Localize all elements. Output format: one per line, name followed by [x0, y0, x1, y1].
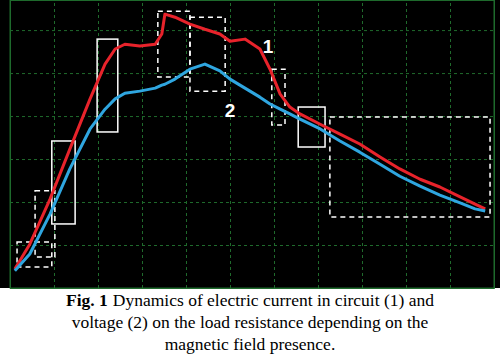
y-grid-line: [10, 202, 494, 203]
plot-background: [0, 0, 500, 288]
series-label: 2: [225, 100, 236, 121]
caption-text: magnetic field presence.: [165, 334, 336, 354]
region-box: [97, 39, 118, 132]
plot-frame: [10, 0, 494, 288]
caption-label: Fig. 1: [66, 290, 108, 310]
caption-line: voltage (2) on the load resistance depen…: [72, 312, 429, 332]
series-label: 1: [263, 36, 274, 57]
x-tick: [450, 0, 451, 288]
y-grid-line: [10, 73, 494, 74]
chart: 1 2 Fig. 1Dynamics of electric current in …: [0, 0, 500, 364]
x-grid-line: [230, 0, 231, 288]
x-grid-line: [318, 0, 319, 288]
x-grid-line: [406, 0, 407, 288]
y-grid-line: [10, 245, 494, 246]
region-box: [330, 117, 490, 217]
series-line: [15, 64, 485, 271]
y-axis-line: [11, 1, 495, 289]
x-tick: [318, 0, 319, 288]
y-grid-line: [10, 30, 494, 31]
y-tick: [10, 159, 494, 160]
x-tick: [230, 0, 231, 288]
x-grid-line: [142, 0, 143, 288]
x-tick: [142, 0, 143, 288]
caption-line: Fig. 1Dynamics of electric current in ci…: [66, 290, 434, 310]
x-tick: [98, 0, 99, 288]
y-tick: [10, 30, 494, 31]
series-line: [15, 14, 485, 269]
caption-text: Dynamics of electric current in circuit …: [113, 290, 434, 310]
y-grid-line: [10, 159, 494, 160]
x-tick: [406, 0, 407, 288]
x-axis-line: [11, 0, 495, 289]
y-tick: [10, 245, 494, 246]
region-box: [190, 17, 225, 91]
caption-text: voltage (2) on the load resistance depen…: [72, 312, 429, 332]
caption-line: magnetic field presence.: [165, 334, 336, 354]
plot-marks: [15, 11, 490, 271]
y-axis: [10, 1, 494, 289]
y-tick: [10, 73, 494, 74]
x-grid-line: [274, 0, 275, 288]
x-grid-line: [98, 0, 99, 288]
x-grid-line: [186, 0, 187, 288]
y-tick: [10, 202, 494, 203]
x-axis: [11, 0, 495, 289]
x-tick: [274, 0, 275, 288]
region-box: [298, 107, 325, 147]
x-tick: [186, 0, 187, 288]
x-grid-line: [450, 0, 451, 288]
